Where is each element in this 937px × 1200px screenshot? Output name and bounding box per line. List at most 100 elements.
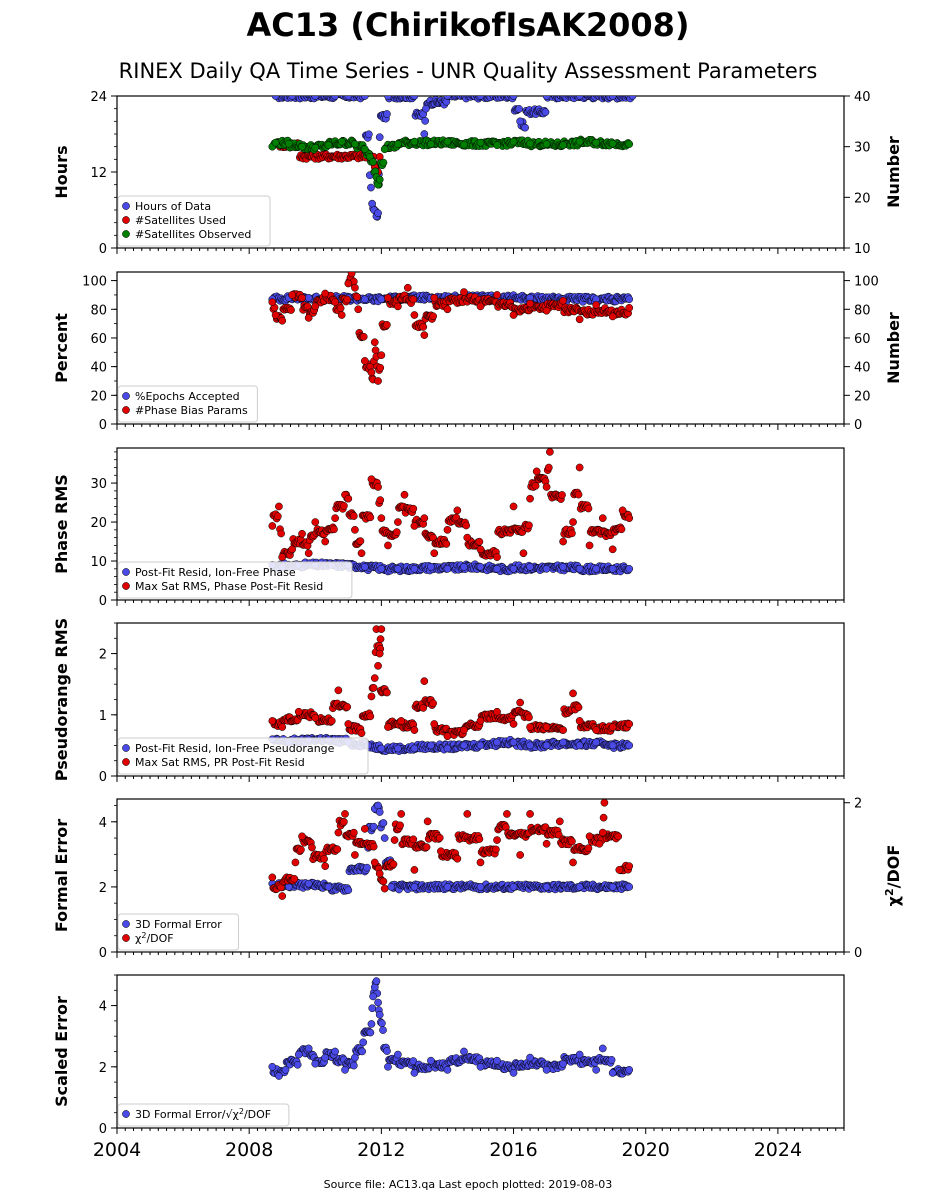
data-point <box>327 717 336 725</box>
data-point <box>370 674 379 682</box>
data-point <box>542 723 551 731</box>
data-point-fill <box>574 490 583 499</box>
data-point-fill <box>383 320 391 329</box>
data-point <box>427 563 435 571</box>
data-point <box>493 291 501 299</box>
data-point <box>575 137 584 146</box>
data-point <box>410 564 419 573</box>
data-point-fill <box>462 521 471 530</box>
data-point-fill <box>392 528 401 536</box>
data-point <box>375 808 384 816</box>
data-point <box>493 836 501 844</box>
data-point-fill <box>333 845 342 854</box>
y-tick-label: 2 <box>99 881 107 896</box>
data-point <box>337 311 346 319</box>
y-axis-label: Scaled Error <box>52 996 71 1107</box>
data-point <box>288 96 296 100</box>
y-right-tick-label: 80 <box>854 303 871 318</box>
y-tick-label: 0 <box>99 242 107 257</box>
y-right-tick-label: 0 <box>854 946 862 961</box>
points-group <box>268 799 634 900</box>
data-point <box>443 96 452 100</box>
data-point <box>397 810 406 818</box>
legend-marker <box>122 202 130 210</box>
data-point-fill <box>531 482 540 490</box>
data-point-fill <box>366 1028 375 1037</box>
data-point-fill <box>376 635 385 643</box>
data-point <box>453 854 462 863</box>
data-point-fill <box>558 491 566 499</box>
data-point <box>311 96 320 100</box>
data-point <box>542 306 551 315</box>
data-point <box>375 1010 384 1019</box>
data-point <box>374 483 382 491</box>
y-tick-label: 1 <box>99 709 107 724</box>
data-point <box>275 502 283 511</box>
data-point-fill <box>358 1047 367 1056</box>
data-point-fill <box>525 521 533 530</box>
y-tick-label: 60 <box>90 332 107 347</box>
data-point <box>476 138 485 147</box>
legend-box <box>117 561 353 599</box>
data-point <box>427 741 435 750</box>
data-point <box>503 810 511 818</box>
data-point <box>375 649 384 658</box>
data-point <box>403 283 412 292</box>
data-point <box>394 302 402 311</box>
data-point-fill <box>409 1057 418 1065</box>
data-point <box>410 726 419 734</box>
y-tick-label: 20 <box>90 389 107 404</box>
data-point <box>374 801 382 810</box>
data-point-fill <box>541 108 550 116</box>
data-point <box>598 1044 607 1053</box>
series-red <box>268 448 634 561</box>
data-point <box>374 661 382 670</box>
data-point <box>625 140 634 148</box>
data-point <box>384 96 392 100</box>
data-point <box>559 1059 567 1068</box>
data-point <box>321 537 330 546</box>
data-point <box>575 717 584 725</box>
data-point <box>575 1050 584 1059</box>
data-point <box>559 296 567 305</box>
data-point-fill <box>369 684 378 692</box>
data-point <box>625 862 634 871</box>
data-point <box>493 738 501 747</box>
data-point <box>304 879 313 888</box>
data-point <box>476 96 485 100</box>
data-point <box>585 832 594 841</box>
points-group <box>268 96 637 221</box>
data-point <box>542 1066 551 1074</box>
y-tick-label: 10 <box>90 555 107 570</box>
data-point <box>516 698 525 707</box>
panel-percent: 0 20 40 60 80 100 Percent 0 20 40 60 80 100 Number %Ep… <box>52 271 903 433</box>
data-point <box>608 312 617 321</box>
data-point <box>400 490 409 499</box>
data-point <box>608 96 617 100</box>
x-tick-label: 2008 <box>225 1139 273 1161</box>
legend-marker <box>122 392 130 400</box>
data-point-fill <box>277 529 285 538</box>
data-point <box>420 331 429 339</box>
footer-source: Source file: AC13.qa Last epoch plotted:… <box>324 1178 613 1191</box>
panel-pseudorange: 0 1 2 Pseudorange RMS Post-Fit Resid, Ion-Fr… <box>52 618 845 785</box>
data-point-fill <box>429 312 437 321</box>
data-point-fill <box>359 332 368 341</box>
legend-label: 3D Formal Error <box>135 918 222 931</box>
data-point <box>476 1062 485 1071</box>
data-point <box>516 117 525 126</box>
data-point <box>509 738 518 747</box>
legend-label: #Phase Bias Params <box>135 404 248 417</box>
series-red <box>268 625 634 741</box>
data-point <box>493 564 501 573</box>
panel-phase: 0 10 20 30 Phase RMS Post-Fit Resid, Ion-Free… <box>52 447 845 609</box>
data-point <box>476 302 485 311</box>
data-point <box>559 141 567 149</box>
y-axis-label: Phase RMS <box>52 474 71 574</box>
data-point <box>360 825 369 833</box>
legend: Hours of Data#Satellites Used#Satellites… <box>117 195 271 247</box>
data-point <box>390 836 399 844</box>
points-group <box>268 625 634 755</box>
